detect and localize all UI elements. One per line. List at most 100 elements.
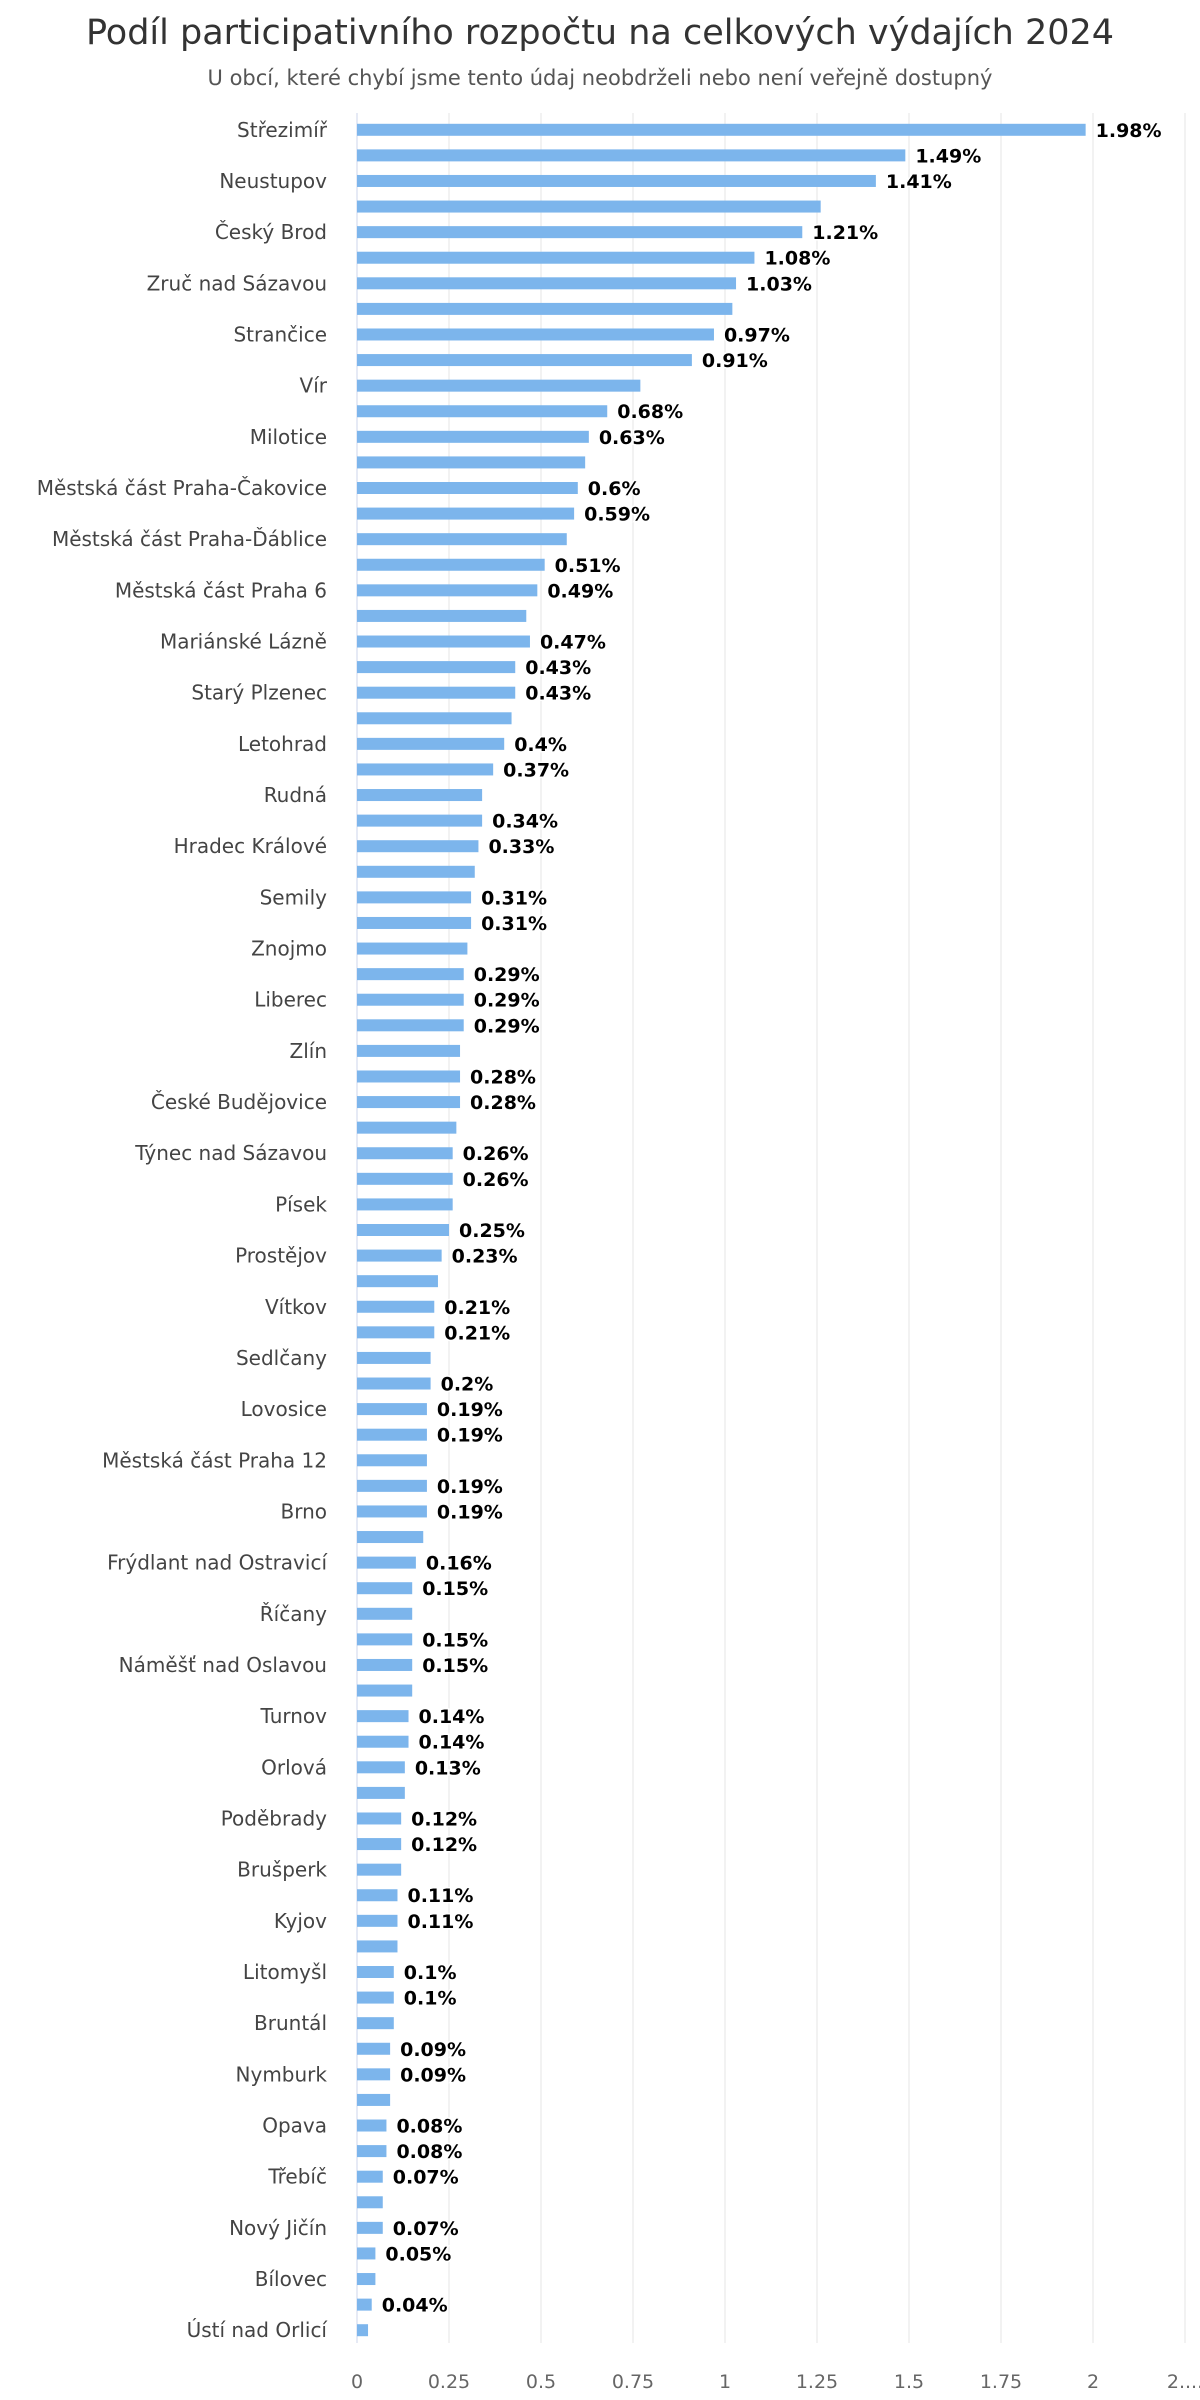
bar[interactable] (357, 1019, 464, 1032)
bar[interactable] (357, 149, 906, 162)
bar[interactable] (357, 712, 512, 725)
bar[interactable] (357, 891, 472, 904)
bar[interactable] (357, 1070, 461, 1083)
bar[interactable] (357, 1966, 394, 1978)
bar[interactable] (357, 1505, 427, 1518)
category-label: Městská část Praha-Čakovice (37, 476, 327, 500)
bar[interactable] (357, 1147, 453, 1160)
bar[interactable] (357, 1300, 435, 1313)
bar[interactable] (357, 2324, 369, 2337)
bar[interactable] (357, 916, 472, 929)
bar[interactable] (357, 1735, 409, 1748)
bar[interactable] (357, 968, 464, 981)
bar[interactable] (357, 1377, 431, 1390)
bar[interactable] (357, 123, 1086, 136)
bar[interactable] (357, 405, 608, 418)
bar[interactable] (357, 1326, 435, 1339)
bar[interactable] (357, 1684, 413, 1697)
bar[interactable] (357, 2298, 372, 2311)
chart-title: Podíl participativního rozpočtu na celko… (86, 13, 1114, 53)
bar[interactable] (357, 1403, 427, 1416)
bar[interactable] (357, 277, 737, 290)
bar[interactable] (357, 430, 589, 443)
bar[interactable] (357, 2017, 394, 2030)
bar[interactable] (357, 1710, 409, 1723)
bar[interactable] (357, 1914, 398, 1927)
bar[interactable] (357, 2042, 391, 2055)
bar[interactable] (357, 2196, 383, 2209)
bar[interactable] (357, 456, 586, 469)
bar[interactable] (357, 379, 641, 392)
bar[interactable] (357, 1275, 438, 1288)
data-label: 1.21% (812, 222, 878, 244)
bar[interactable] (357, 1786, 405, 1799)
bar[interactable] (357, 1454, 427, 1467)
data-label: 0.34% (492, 811, 558, 833)
category-label: Kyjov (274, 1909, 327, 1933)
bar[interactable] (357, 1863, 402, 1876)
bar[interactable] (357, 2170, 383, 2183)
data-label: 0.49% (547, 580, 613, 602)
data-label: 0.04% (382, 2295, 448, 2317)
bar[interactable] (357, 1940, 398, 1953)
data-label: 0.08% (396, 2116, 462, 2138)
data-label: 0.1% (404, 1962, 457, 1984)
bar[interactable] (357, 2068, 391, 2081)
bar[interactable] (357, 1172, 453, 1185)
bar[interactable] (357, 1479, 427, 1492)
bar[interactable] (357, 558, 545, 571)
bar[interactable] (357, 507, 575, 520)
bar[interactable] (357, 865, 475, 878)
bar[interactable] (357, 1249, 442, 1262)
bar[interactable] (357, 2093, 391, 2106)
bar[interactable] (357, 686, 516, 699)
bar[interactable] (357, 2145, 387, 2158)
bar[interactable] (357, 1121, 457, 1134)
category-label: Nový Jičín (229, 2216, 327, 2240)
bar[interactable] (357, 814, 483, 827)
bar[interactable] (357, 251, 755, 264)
bar[interactable] (357, 609, 527, 622)
bar[interactable] (357, 635, 530, 648)
bar[interactable] (357, 1096, 461, 1109)
bar[interactable] (357, 789, 483, 802)
bar[interactable] (357, 200, 821, 213)
bar[interactable] (357, 840, 479, 853)
bar[interactable] (357, 1198, 453, 1211)
bar[interactable] (357, 482, 578, 494)
data-label: 0.19% (437, 1501, 503, 1523)
bar[interactable] (357, 661, 516, 674)
bar[interactable] (357, 226, 803, 239)
bar[interactable] (357, 2221, 383, 2234)
bar[interactable] (357, 1224, 449, 1236)
bar[interactable] (357, 942, 468, 955)
bar[interactable] (357, 1761, 405, 1774)
bar[interactable] (357, 1658, 413, 1671)
bar[interactable] (357, 533, 567, 546)
bar[interactable] (357, 1889, 398, 1902)
bar[interactable] (357, 2119, 387, 2132)
bar[interactable] (357, 1991, 394, 2004)
bar[interactable] (357, 2247, 376, 2260)
bar[interactable] (357, 1607, 413, 1620)
bar[interactable] (357, 1838, 402, 1851)
bar[interactable] (357, 1582, 413, 1595)
bar[interactable] (357, 1812, 402, 1825)
bar[interactable] (357, 993, 464, 1006)
bar[interactable] (357, 737, 505, 750)
bar[interactable] (357, 328, 714, 341)
bar[interactable] (357, 302, 733, 315)
bar[interactable] (357, 763, 494, 776)
bar[interactable] (357, 1428, 427, 1441)
bar[interactable] (357, 1531, 424, 1544)
bar[interactable] (357, 354, 692, 367)
data-label: 0.63% (599, 427, 665, 449)
bar[interactable] (357, 584, 538, 597)
category-label: Městská část Praha 12 (102, 1448, 327, 1472)
bar[interactable] (357, 1556, 416, 1569)
bar[interactable] (357, 1633, 413, 1646)
bar[interactable] (357, 1044, 461, 1057)
bar[interactable] (357, 174, 876, 187)
bar[interactable] (357, 1351, 431, 1364)
bar[interactable] (357, 2273, 376, 2286)
